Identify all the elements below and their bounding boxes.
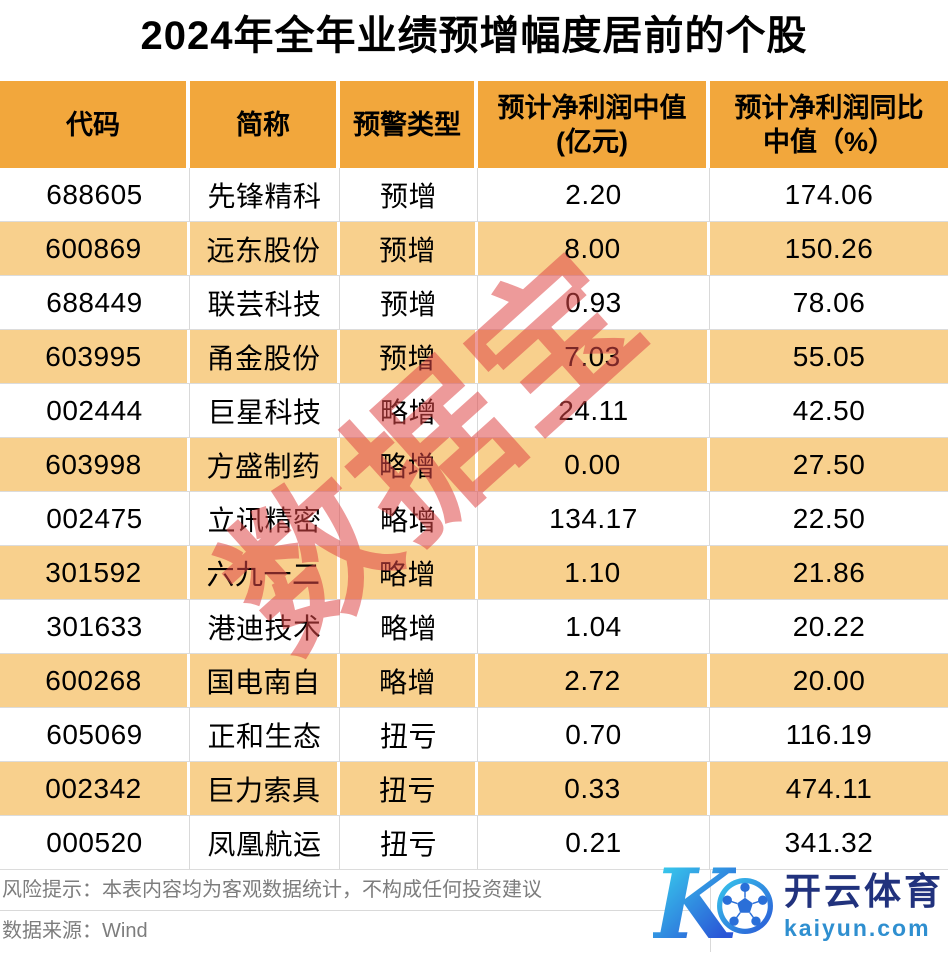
cell-type: 预增 (340, 330, 478, 383)
cell-name: 六九一二 (190, 546, 340, 599)
cell-profit: 2.20 (478, 168, 710, 221)
cell-type: 略增 (340, 654, 478, 707)
table-row: 301592 六九一二 略增 1.10 21.86 (0, 546, 948, 600)
cell-code: 600268 (0, 654, 190, 707)
table-row: 603998 方盛制药 略增 0.00 27.50 (0, 438, 948, 492)
cell-profit: 134.17 (478, 492, 710, 545)
page-title: 2024年全年业绩预增幅度居前的个股 (140, 14, 808, 58)
cell-code: 000520 (0, 816, 190, 869)
cell-yoy: 20.22 (792, 610, 866, 642)
cell-name: 立讯精密 (190, 492, 340, 545)
footer-divider-horizontal (0, 910, 710, 911)
cell-yoy: 174.06 (784, 178, 874, 210)
brand-name: 开云体育 (784, 871, 944, 913)
cell-code: 605069 (0, 708, 190, 761)
cell-profit: 0.93 (478, 276, 710, 329)
cell-type: 扭亏 (340, 762, 478, 815)
cell-yoy: 78.06 (792, 286, 866, 318)
footer-divider-vertical (710, 870, 711, 952)
cell-yoy: 116.19 (785, 718, 873, 750)
cell-type: 略增 (340, 546, 478, 599)
cell-profit: 0.21 (478, 816, 710, 869)
cell-name: 正和生态 (190, 708, 340, 761)
header-cell-profit: 预计净利润中值 (亿元) (478, 81, 710, 168)
header-cell-name: 简称 (190, 81, 340, 168)
cell-code: 002475 (0, 492, 190, 545)
table-row: 688449 联芸科技 预增 0.93 78.06 (0, 276, 948, 330)
table-header: 代码 简称 预警类型 预计净利润中值 (亿元) 预计净利润同比 中值（%） (0, 81, 948, 168)
soccer-ball-icon (716, 877, 774, 940)
header-cell-type: 预警类型 (340, 81, 478, 168)
cell-type: 略增 (340, 600, 478, 653)
cell-type: 预增 (340, 276, 478, 329)
table-row: 002444 巨星科技 略增 24.11 42.50 (0, 384, 948, 438)
cell-name: 远东股份 (190, 222, 340, 275)
table-row: 688605 先锋精科 预增 2.20 174.06 (0, 168, 948, 222)
cell-code: 603995 (0, 330, 190, 383)
cell-code: 301592 (0, 546, 190, 599)
table-body: 688605 先锋精科 预增 2.20 174.06 600869 远东股份 预… (0, 168, 948, 870)
table-row: 600268 国电南自 略增 2.72 20.00 (0, 654, 948, 708)
cell-code: 603998 (0, 438, 190, 491)
cell-yoy: 22.50 (792, 502, 866, 534)
cell-name: 方盛制药 (190, 438, 340, 491)
footer-risk-text: 风险提示：本表内容均为客观数据统计，不构成任何投资建议 (2, 879, 542, 901)
cell-profit: 2.72 (478, 654, 710, 707)
cell-profit: 0.00 (478, 438, 710, 491)
table-row: 002475 立讯精密 略增 134.17 22.50 (0, 492, 948, 546)
header-cell-yoy: 预计净利润同比 中值（%） (710, 81, 948, 168)
cell-yoy: 42.50 (792, 394, 866, 426)
cell-type: 略增 (340, 438, 478, 491)
cell-code: 688605 (0, 168, 190, 221)
cell-name: 港迪技术 (190, 600, 340, 653)
table-row: 600869 远东股份 预增 8.00 150.26 (0, 222, 948, 276)
table-row: 605069 正和生态 扭亏 0.70 116.19 (0, 708, 948, 762)
cell-name: 国电南自 (190, 654, 340, 707)
cell-code: 002444 (0, 384, 190, 437)
cell-yoy: 341.32 (784, 826, 874, 858)
footer-source-text: 数据来源：Wind (2, 920, 148, 942)
cell-yoy: 150.26 (710, 222, 948, 275)
cell-profit: 1.04 (478, 600, 710, 653)
cell-name: 巨星科技 (190, 384, 340, 437)
cell-name: 联芸科技 (190, 276, 340, 329)
cell-profit: 0.70 (478, 708, 710, 761)
cell-profit: 8.00 (478, 222, 710, 275)
table-row: 002342 巨力索具 扭亏 0.33 474.11 (0, 762, 948, 816)
table-row: 301633 港迪技术 略增 1.04 20.22 (0, 600, 948, 654)
cell-type: 略增 (340, 384, 478, 437)
cell-type: 扭亏 (340, 816, 478, 869)
cell-profit: 24.11 (478, 384, 710, 437)
cell-type: 预增 (340, 222, 478, 275)
stock-table: 代码 简称 预警类型 预计净利润中值 (亿元) 预计净利润同比 中值（%） 68… (0, 81, 948, 870)
brand-logo: K (653, 856, 944, 952)
brand-domain: kaiyun.com (784, 915, 931, 941)
cell-profit: 7.03 (478, 330, 710, 383)
cell-type: 预增 (340, 168, 478, 221)
header-cell-code: 代码 (0, 81, 190, 168)
cell-yoy: 20.00 (710, 654, 948, 707)
cell-type: 扭亏 (340, 708, 478, 761)
cell-yoy: 474.11 (710, 762, 948, 815)
cell-name: 巨力索具 (190, 762, 340, 815)
cell-code: 002342 (0, 762, 190, 815)
cell-name: 凤凰航运 (190, 816, 340, 869)
cell-name: 先锋精科 (190, 168, 340, 221)
cell-yoy: 55.05 (710, 330, 948, 383)
cell-yoy: 21.86 (710, 546, 948, 599)
cell-name: 甬金股份 (190, 330, 340, 383)
cell-yoy: 27.50 (710, 438, 948, 491)
brand-text-block: 开云体育 kaiyun.com (784, 872, 944, 942)
cell-profit: 0.33 (478, 762, 710, 815)
cell-type: 略增 (340, 492, 478, 545)
cell-code: 688449 (0, 276, 190, 329)
table-row: 000520 凤凰航运 扭亏 0.21 341.32 (0, 816, 948, 870)
table-row: 603995 甬金股份 预增 7.03 55.05 (0, 330, 948, 384)
cell-code: 301633 (0, 600, 190, 653)
cell-code: 600869 (0, 222, 190, 275)
cell-profit: 1.10 (478, 546, 710, 599)
